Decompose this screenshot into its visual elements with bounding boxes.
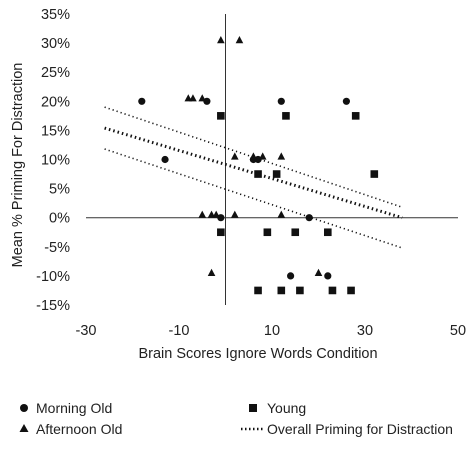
point-young — [263, 228, 272, 237]
legend-label-overall-fit: Overall Priming for Distraction — [267, 421, 453, 437]
x-tick-labels: -30 -10 10 30 50 — [76, 323, 467, 339]
point-young — [296, 286, 304, 295]
legend-label-morning-old: Morning Old — [36, 400, 112, 416]
y-tick-label: 25% — [41, 65, 70, 81]
point-afternoon-old — [314, 268, 323, 276]
point-afternoon-old — [198, 94, 207, 102]
y-tick-label: 5% — [49, 182, 70, 198]
x-axis-title: Brain Scores Ignore Words Condition — [138, 346, 377, 362]
point-young — [347, 286, 355, 295]
point-young — [217, 228, 225, 237]
point-morning-old — [254, 155, 262, 164]
x-tick-label: -10 — [169, 323, 190, 339]
point-young — [272, 170, 281, 178]
point-morning-old — [277, 97, 285, 105]
y-tick-label: 0% — [49, 211, 70, 227]
legend-marker-morning-old — [20, 404, 28, 412]
y-tick-label: 10% — [41, 153, 70, 169]
x-tick-label: 10 — [264, 323, 280, 339]
axes — [86, 14, 458, 305]
y-tick-label: 15% — [41, 123, 70, 139]
point-young — [217, 112, 225, 120]
point-afternoon-old — [277, 210, 286, 218]
point-morning-old — [287, 272, 295, 280]
y-tick-labels: -15% -10% -5% 0% 5% 10% 15% 20% 25% 30% 35% — [36, 7, 70, 314]
point-afternoon-old — [249, 152, 258, 160]
point-young — [277, 286, 286, 295]
y-tick-label: -5% — [44, 240, 70, 256]
point-afternoon-old — [217, 35, 225, 44]
legend-item-morning-old: Morning Old — [20, 400, 112, 416]
y-tick-label: 30% — [41, 36, 70, 52]
x-tick-label: 30 — [357, 323, 373, 339]
point-afternoon-old — [235, 35, 244, 44]
point-afternoon-old — [258, 152, 267, 160]
point-morning-old — [324, 272, 332, 280]
fit-line-overall — [104, 126, 403, 220]
x-tick-label: 50 — [450, 323, 466, 339]
legend-item-overall-fit: Overall Priming for Distraction — [241, 421, 453, 437]
point-afternoon-old — [198, 210, 207, 218]
point-young — [291, 228, 300, 237]
legend-marker-young — [249, 404, 257, 412]
point-afternoon-old — [189, 94, 197, 102]
point-young — [324, 228, 332, 237]
point-afternoon-old — [231, 210, 239, 218]
legend-label-young: Young — [267, 400, 306, 416]
point-morning-old — [138, 97, 146, 105]
y-axis-title: Mean % Priming For Distraction — [10, 63, 26, 268]
y-tick-label: -15% — [36, 298, 70, 314]
point-morning-old — [305, 214, 313, 222]
point-afternoon-old — [207, 268, 216, 276]
point-young — [282, 112, 290, 120]
point-afternoon-old — [231, 152, 239, 160]
y-tick-label: -10% — [36, 269, 70, 285]
point-afternoon-old — [277, 152, 286, 160]
fit-lines — [104, 106, 403, 249]
x-tick-label: -30 — [76, 323, 97, 339]
point-young — [351, 112, 360, 120]
y-tick-label: 35% — [41, 7, 70, 23]
point-morning-old — [161, 155, 169, 164]
point-young — [254, 286, 262, 295]
legend-marker-afternoon-old — [19, 424, 29, 432]
point-young — [328, 286, 337, 295]
fit-lower-bound — [104, 148, 403, 249]
point-morning-old — [342, 97, 350, 105]
point-morning-old — [203, 97, 211, 105]
legend: Morning Old Young Afternoon Old Overall … — [19, 400, 453, 437]
point-afternoon-old — [212, 210, 220, 218]
legend-item-young: Young — [249, 400, 306, 416]
legend-item-afternoon-old: Afternoon Old — [19, 421, 122, 437]
point-morning-old — [217, 214, 225, 222]
legend-label-afternoon-old: Afternoon Old — [36, 421, 122, 437]
y-tick-label: 20% — [41, 94, 70, 110]
point-young — [370, 170, 379, 178]
point-young — [254, 170, 262, 178]
data-points — [138, 35, 379, 295]
